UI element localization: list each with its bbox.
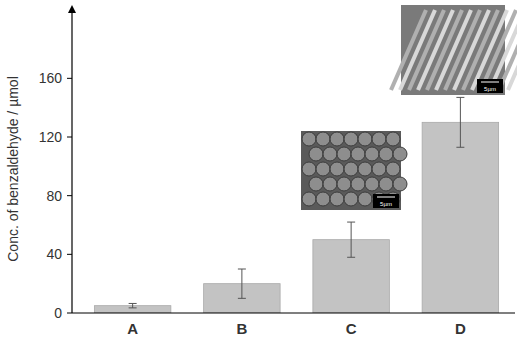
- inset-texture: [454, 10, 489, 90]
- error-cap: [238, 269, 246, 270]
- error-cap: [129, 307, 137, 308]
- bar: [422, 122, 498, 313]
- inset-texture: [323, 177, 337, 191]
- inset-texture: [386, 162, 400, 176]
- y-tick: [67, 137, 72, 138]
- scale-bar: [481, 82, 499, 83]
- inset-texture: [365, 177, 379, 191]
- inset-texture: [330, 192, 344, 206]
- plot-area: [94, 97, 498, 313]
- y-tick-label: 80: [46, 188, 62, 204]
- inset-texture: [302, 132, 316, 146]
- inset-texture: [309, 177, 323, 191]
- scale-label: 5µm: [380, 201, 392, 207]
- inset-texture: [365, 147, 379, 161]
- y-tick-label: 40: [46, 246, 62, 262]
- inset-texture: [379, 177, 393, 191]
- inset-texture: [393, 147, 407, 161]
- inset-texture: [344, 192, 358, 206]
- inset-texture: [337, 177, 351, 191]
- inset-image: [301, 131, 401, 210]
- inset-texture: [445, 10, 480, 90]
- error-cap: [238, 298, 246, 299]
- y-tick: [67, 195, 72, 196]
- inset-texture: [358, 132, 372, 146]
- inset-texture: [358, 192, 372, 206]
- inset-texture: [472, 10, 507, 90]
- inset-texture: [330, 162, 344, 176]
- y-axis-label: Conc. of benzaldehyde / µmol: [5, 76, 21, 262]
- error-cap: [456, 97, 464, 98]
- sem-inset: 5µm: [301, 131, 407, 210]
- error-cap: [456, 147, 464, 148]
- inset-texture: [358, 162, 372, 176]
- error-cap: [347, 222, 355, 223]
- scale-label: 5µm: [484, 86, 496, 92]
- category-label: D: [455, 320, 466, 337]
- y-tick: [67, 313, 72, 314]
- inset-texture: [391, 10, 426, 90]
- y-tick: [67, 78, 72, 79]
- inset-texture: [351, 177, 365, 191]
- inset-texture: [372, 162, 386, 176]
- inset-texture: [344, 162, 358, 176]
- y-tick: [67, 254, 72, 255]
- error-cap: [347, 257, 355, 258]
- inset-texture: [436, 10, 471, 90]
- category-label: A: [127, 320, 138, 337]
- inset-texture: [409, 10, 444, 90]
- inset-texture: [481, 10, 516, 90]
- inset-texture: [337, 147, 351, 161]
- y-tick-label: 120: [39, 129, 63, 145]
- chart: 5µm 5µm A B C D 0 40 80 120 160 Conc. of benzaldehy…: [0, 0, 517, 343]
- y-tick-label: 0: [54, 305, 62, 321]
- error-bar: [456, 97, 464, 147]
- inset-texture: [330, 132, 344, 146]
- error-bar: [129, 303, 137, 307]
- category-label: C: [346, 320, 357, 337]
- y-axis-arrow: [68, 5, 76, 13]
- error-line: [351, 222, 352, 257]
- inset-texture: [316, 192, 330, 206]
- sem-inset: 5µm: [391, 5, 517, 95]
- scale-bar: [377, 197, 395, 198]
- inset-texture: [386, 132, 400, 146]
- inset-texture: [418, 10, 453, 90]
- inset-texture: [427, 10, 462, 90]
- inset-texture: [508, 10, 517, 90]
- inset-texture: [323, 147, 337, 161]
- inset-texture: [351, 147, 365, 161]
- inset-texture: [393, 177, 407, 191]
- inset-texture: [379, 147, 393, 161]
- error-cap: [129, 303, 137, 304]
- error-line: [132, 303, 133, 307]
- inset-texture: [344, 132, 358, 146]
- y-axis: [71, 7, 72, 313]
- error-line: [460, 97, 461, 147]
- y-tick-label: 160: [39, 70, 63, 86]
- inset-texture: [400, 10, 435, 90]
- scale-bar-bg: [373, 194, 399, 208]
- x-axis: [72, 312, 515, 313]
- inset-texture: [302, 162, 316, 176]
- inset-texture: [316, 132, 330, 146]
- inset-texture: [302, 192, 316, 206]
- error-bar: [347, 222, 355, 257]
- inset-texture: [316, 162, 330, 176]
- inset-texture: [309, 147, 323, 161]
- error-line: [241, 269, 242, 298]
- inset-texture: [372, 132, 386, 146]
- scale-bar-bg: [477, 79, 503, 93]
- category-label: B: [236, 320, 247, 337]
- inset-texture: [463, 10, 498, 90]
- error-bar: [238, 269, 246, 298]
